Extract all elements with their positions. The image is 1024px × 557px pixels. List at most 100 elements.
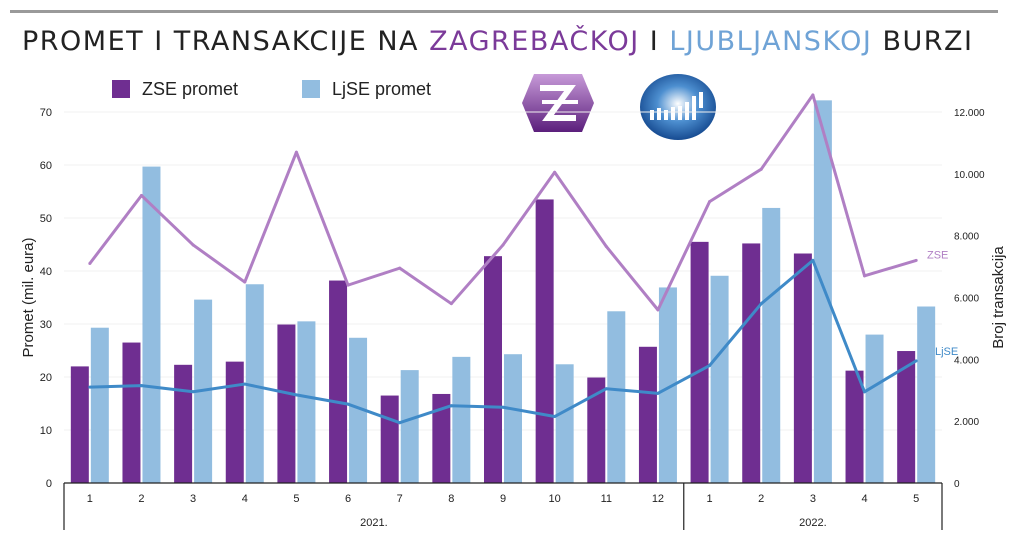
bar-zse-promet: [277, 324, 296, 483]
y-tick-label: 50: [40, 213, 52, 225]
point-zse: [863, 274, 867, 278]
y-tick-label: 40: [40, 266, 52, 278]
bar-ljse-promet: [504, 354, 522, 483]
line-label-ljse: LjSE: [935, 346, 958, 358]
bar-ljse-promet: [452, 356, 471, 483]
bar-ljse-promet: [710, 275, 729, 483]
line-ljse-transakcije: [89, 258, 917, 425]
title-part-1: PROMET I TRANSAKCIJE NA: [22, 26, 430, 57]
bar-zse-promet: [484, 256, 502, 483]
point-ljse: [914, 359, 918, 363]
bar-ljse-promet: [555, 364, 574, 483]
legend-zse: ZSE promet: [112, 78, 238, 100]
bar-zse-promet: [225, 361, 244, 483]
bar-zse-promet: [329, 280, 348, 483]
ljse-logo-icon: [638, 72, 718, 147]
y-tick-label: 30: [40, 319, 52, 331]
title-zse: ZAGREBAČKOJ: [429, 26, 640, 57]
x-group-label: 2021.: [360, 517, 388, 529]
x-tick-label: 4: [861, 493, 867, 505]
point-ljse: [604, 387, 608, 391]
bar-zse-promet: [535, 199, 554, 483]
bar-zse-promet: [174, 364, 193, 483]
point-ljse: [243, 382, 247, 386]
bar-ljse-promet: [865, 334, 884, 483]
bar-ljse-promet: [142, 166, 161, 483]
bar-ljse-promet: [607, 311, 626, 483]
bar-zse-promet: [742, 243, 761, 483]
bar-zse-promet: [70, 366, 89, 483]
bar-ljse-promet: [90, 327, 109, 483]
point-ljse: [294, 393, 298, 397]
legend-ljse: LjSE promet: [302, 78, 431, 100]
bar-ljse-promet: [349, 337, 368, 483]
x-tick-label: 5: [913, 493, 919, 505]
bar-ljse-promet: [245, 284, 264, 483]
x-tick-label: 5: [293, 493, 299, 505]
y2-tick-label: 8.000: [954, 232, 979, 243]
y2-tick-label: 12.000: [954, 108, 985, 119]
bar-ljse-promet: [917, 306, 936, 483]
title-part-3: BURZI: [872, 26, 974, 57]
point-ljse: [139, 384, 143, 388]
point-zse: [191, 243, 195, 247]
bar-ljse-promet: [400, 370, 419, 483]
x-group-label: 2022.: [799, 517, 827, 529]
x-tick-label: 3: [810, 493, 816, 505]
x-tick-label: 10: [549, 493, 561, 505]
legend-swatch-ljse: [302, 80, 320, 98]
y2-tick-label: 0: [954, 479, 960, 490]
y-tick-label: 60: [40, 160, 52, 172]
x-tick-label: 4: [242, 493, 248, 505]
bar-ljse-promet: [813, 100, 832, 483]
x-tick-label: 1: [87, 493, 93, 505]
chart-title: PROMET I TRANSAKCIJE NA ZAGREBAČKOJ I LJ…: [22, 26, 973, 57]
y-tick-label: 70: [40, 107, 52, 119]
point-ljse: [553, 415, 557, 419]
title-part-2: I: [639, 26, 670, 57]
point-zse: [139, 193, 143, 197]
line-label-zse: ZSE: [927, 249, 948, 261]
point-ljse: [708, 364, 712, 368]
point-ljse: [449, 404, 453, 408]
y2-tick-label: 10.000: [954, 170, 985, 181]
point-zse: [811, 93, 815, 97]
point-ljse: [191, 390, 195, 394]
point-zse: [88, 261, 92, 265]
y2-tick-label: 4.000: [954, 355, 979, 366]
bar-zse-promet: [587, 377, 606, 483]
point-zse: [346, 283, 350, 287]
x-tick-label: 3: [190, 493, 196, 505]
x-tick-label: 6: [345, 493, 351, 505]
point-ljse: [398, 421, 402, 425]
point-zse: [449, 302, 453, 306]
bar-zse-promet: [690, 241, 709, 483]
x-tick-label: 7: [397, 493, 403, 505]
point-zse: [656, 308, 660, 312]
bar-zse-promet: [897, 351, 916, 483]
bar-zse-promet: [845, 370, 864, 483]
legend-label-zse: ZSE promet: [142, 78, 239, 99]
point-zse: [398, 266, 402, 270]
y2-tick-label: 2.000: [954, 417, 979, 428]
point-ljse: [88, 385, 92, 389]
point-zse: [914, 258, 918, 262]
point-ljse: [863, 390, 867, 394]
y2-tick-label: 6.000: [954, 294, 979, 305]
bar-zse-promet: [638, 346, 657, 483]
x-tick-label: 1: [707, 493, 713, 505]
bar-ljse-promet: [762, 207, 781, 483]
x-tick-label: 12: [652, 493, 664, 505]
x-tick-label: 2: [138, 493, 144, 505]
x-tick-label: 8: [448, 493, 454, 505]
point-ljse: [501, 405, 505, 409]
y-tick-label: 20: [40, 372, 52, 384]
point-ljse: [811, 258, 815, 262]
point-ljse: [346, 402, 350, 406]
y2-axis-title: Broj transakcija: [990, 246, 1007, 349]
point-ljse: [759, 302, 763, 306]
point-zse: [604, 244, 608, 248]
bar-ljse-promet: [658, 287, 677, 483]
x-tick-label: 11: [601, 493, 612, 505]
